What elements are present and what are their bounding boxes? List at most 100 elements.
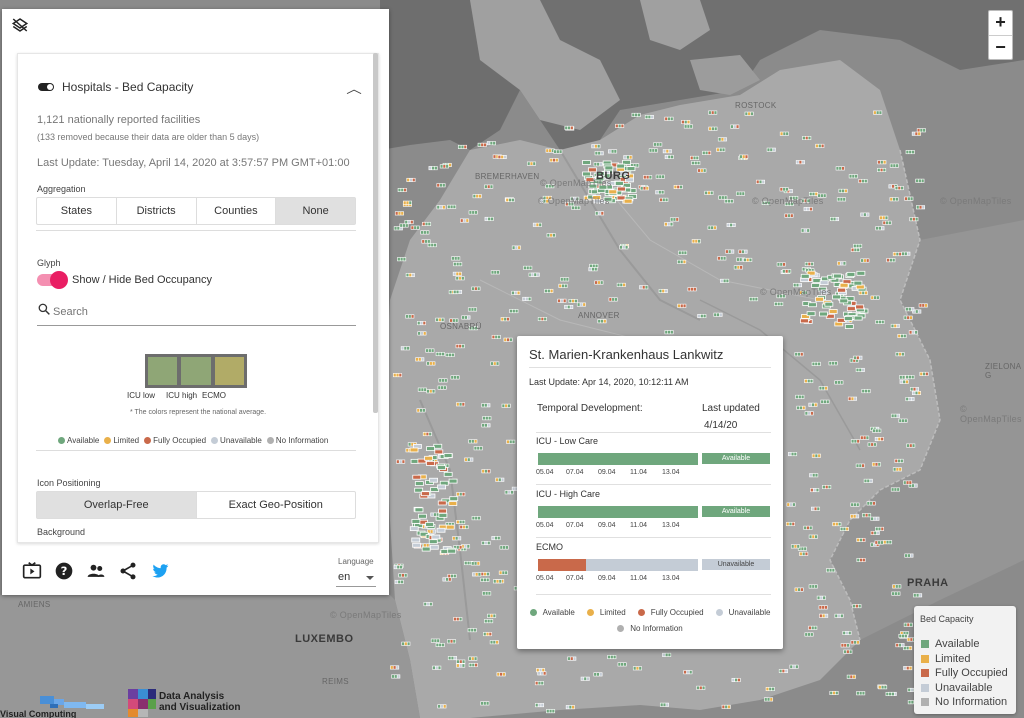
hospital-marker[interactable] [404,220,414,225]
hospital-marker[interactable] [789,195,799,200]
hospital-marker[interactable] [615,123,625,128]
hospital-marker[interactable] [409,526,419,532]
hospital-marker[interactable] [871,462,881,467]
hospital-marker[interactable] [810,488,820,493]
hospital-marker[interactable] [905,397,915,402]
hospital-marker[interactable] [874,437,884,442]
hospital-marker[interactable] [655,190,665,195]
hospital-marker[interactable] [903,315,913,320]
hospital-marker[interactable] [412,542,422,548]
hospital-marker[interactable] [504,490,514,495]
hospital-marker[interactable] [903,480,913,485]
hospital-marker[interactable] [481,540,491,545]
hospital-marker[interactable] [774,301,784,306]
hospital-marker[interactable] [430,512,440,517]
hospital-marker[interactable] [895,643,905,648]
hospital-marker[interactable] [447,204,457,209]
hospital-marker[interactable] [909,387,919,392]
hospital-marker[interactable] [607,655,617,660]
hospital-marker[interactable] [461,315,471,320]
search-field[interactable] [37,300,356,326]
hospital-marker[interactable] [447,573,457,578]
hospital-marker[interactable] [912,309,922,314]
hospital-marker[interactable] [537,671,547,676]
hospital-marker[interactable] [721,704,731,709]
hospital-marker[interactable] [530,272,540,277]
hospital-marker[interactable] [398,573,408,578]
hospital-marker[interactable] [497,155,507,160]
hospital-marker[interactable] [481,423,491,428]
hospital-marker[interactable] [743,257,753,262]
hospital-marker[interactable] [393,226,403,231]
hospital-marker[interactable] [473,446,483,451]
hospital-marker[interactable] [585,177,595,183]
hospital-marker[interactable] [401,641,411,646]
hospital-marker[interactable] [669,217,679,222]
hospital-marker[interactable] [677,303,687,308]
hospital-marker[interactable] [437,500,447,506]
hospital-marker[interactable] [856,558,866,563]
hospital-marker[interactable] [456,402,466,407]
hospital-marker[interactable] [397,257,407,262]
hospital-marker[interactable] [402,200,412,205]
hospital-marker[interactable] [437,484,447,490]
hospital-marker[interactable] [625,177,634,183]
hospital-marker[interactable] [588,267,598,272]
hospital-marker[interactable] [553,149,563,154]
hospital-marker[interactable] [455,276,465,281]
hospital-marker[interactable] [409,447,419,453]
hospital-marker[interactable] [630,163,640,168]
hospital-marker[interactable] [916,205,926,210]
hospital-marker[interactable] [416,408,426,413]
hospital-marker[interactable] [564,125,574,130]
hospital-marker[interactable] [817,193,827,198]
hospital-marker[interactable] [451,256,461,261]
hospital-marker[interactable] [861,389,871,394]
hospital-marker[interactable] [430,638,440,643]
hospital-marker[interactable] [616,195,626,201]
hospital-marker[interactable] [844,324,854,329]
hospital-marker[interactable] [448,501,458,506]
hospital-marker[interactable] [819,280,829,286]
hospital-marker[interactable] [560,277,570,282]
hospital-marker[interactable] [410,225,420,230]
hospital-marker[interactable] [546,233,556,238]
zoom-in-button[interactable]: + [995,12,1006,32]
hospital-marker[interactable] [848,174,858,179]
hospital-marker[interactable] [614,180,624,186]
hospital-marker[interactable] [453,289,463,294]
hospital-marker[interactable] [850,439,860,444]
hospital-marker[interactable] [456,492,466,497]
hospital-marker[interactable] [837,287,846,293]
help-icon[interactable]: ? [54,561,74,581]
hospital-marker[interactable] [626,166,636,172]
hospital-marker[interactable] [691,239,701,244]
hospital-marker[interactable] [595,176,605,182]
hospital-marker[interactable] [806,270,816,276]
hospital-marker[interactable] [838,188,848,193]
hospital-marker[interactable] [889,163,899,168]
hospital-marker[interactable] [405,314,415,319]
hospital-marker[interactable] [801,198,811,203]
hospital-marker[interactable] [795,394,805,399]
hospital-marker[interactable] [536,668,546,673]
hospital-marker[interactable] [883,540,893,545]
hospital-marker[interactable] [733,265,743,270]
hospital-marker[interactable] [834,613,844,618]
hospital-marker[interactable] [853,355,863,360]
hospital-marker[interactable] [892,584,902,589]
hospital-marker[interactable] [808,402,818,407]
hospital-marker[interactable] [786,502,796,507]
hospital-marker[interactable] [707,225,717,230]
aggregation-option-states[interactable]: States [37,198,117,224]
hospital-marker[interactable] [708,110,718,115]
hospital-marker[interactable] [597,319,607,324]
hospital-marker[interactable] [427,529,437,534]
hospital-marker[interactable] [432,665,442,670]
hospital-marker[interactable] [855,367,865,372]
hospital-marker[interactable] [678,250,688,255]
hospital-marker[interactable] [765,686,775,691]
hospital-marker[interactable] [850,514,860,519]
hospital-marker[interactable] [595,211,605,216]
hospital-marker[interactable] [839,298,849,304]
